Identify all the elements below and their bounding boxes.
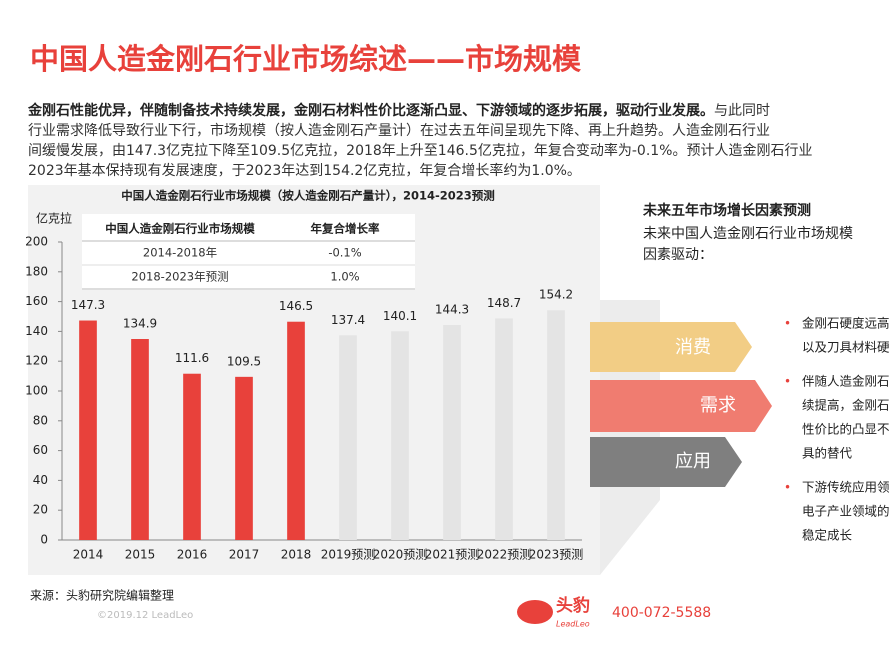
x-tick-label: 2018 (281, 548, 312, 562)
y-tick-label: 80 (33, 413, 48, 427)
data-label: 111.6 (175, 351, 209, 365)
bullet-text: 稳定成长 (802, 528, 853, 543)
paragraph-line: 金刚石性能优异，伴随制备技术持续发展，金刚石材料性价比逐渐凸显、下游领域的逐步拓… (28, 100, 895, 120)
bar (495, 318, 513, 540)
y-tick-label: 40 (33, 473, 48, 487)
bullet-text: 以及刀具材料硬 (802, 340, 890, 355)
x-tick-label: 2014 (73, 548, 104, 562)
source: 来源：头豹研究院编辑整理 (30, 588, 174, 603)
data-label: 154.2 (539, 288, 573, 302)
table-header: 年复合增长率 (311, 222, 380, 236)
table-cell: -0.1% (328, 246, 361, 260)
bullet-text: 金刚石硬度远高 (802, 316, 890, 331)
x-tick-label: 2015 (125, 548, 156, 562)
y-tick-label: 180 (25, 264, 48, 278)
bullet-text: 下游传统应用领 (802, 480, 890, 495)
table-cell: 2014-2018年 (143, 246, 217, 260)
factors-title: 未来五年市场增长因素预测 (643, 202, 811, 219)
paragraph-line: 2023年基本保持现有发展速度，于2023年达到154.2亿克拉，年复合增长率约… (28, 163, 581, 179)
y-tick-label: 60 (33, 443, 48, 457)
y-tick-label: 120 (25, 354, 48, 368)
inset-bg (82, 214, 415, 290)
y-tick-label: 0 (40, 533, 48, 547)
bullet: • (784, 317, 791, 331)
y-tick-label: 160 (25, 294, 48, 308)
bullet-text: 伴随人造金刚石 (802, 374, 890, 389)
data-label: 137.4 (331, 313, 365, 327)
bullet-text: 电子产业领域的 (802, 504, 890, 519)
x-tick-label: 2019预测 (321, 548, 376, 562)
data-label: 147.3 (71, 298, 105, 312)
table-cell: 1.0% (330, 270, 359, 284)
phone: 400-072-5588 (612, 605, 711, 621)
paragraph-text: 与此同时 (714, 103, 770, 119)
x-tick-label: 2016 (177, 548, 208, 562)
bullet-text: 性价比的凸显不 (802, 422, 890, 437)
bar (131, 338, 149, 540)
x-tick-label: 2023预测 (529, 548, 584, 562)
logo-sub: LeadLeo (556, 620, 590, 629)
data-label: 134.9 (123, 316, 157, 330)
table-header: 中国人造金刚石行业市场规模 (105, 222, 255, 236)
bar (183, 373, 201, 540)
y-tick-label: 200 (25, 235, 48, 249)
x-tick-label: 2021预测 (425, 548, 480, 562)
paragraph-line: 间缓慢发展，由147.3亿克拉下降至109.5亿克拉，2018年上升至146.5… (28, 143, 813, 159)
bar (339, 335, 357, 540)
bar (79, 320, 97, 540)
bar (391, 331, 409, 540)
arrow (590, 437, 742, 487)
logo-icon (517, 600, 553, 624)
y-tick-label: 100 (25, 384, 48, 398)
data-label: 146.5 (279, 299, 313, 313)
data-label: 140.1 (383, 309, 417, 323)
bullet-text: 具的替代 (802, 446, 853, 461)
bullet-text: 续提高，金刚石 (802, 398, 890, 413)
x-tick-label: 2022预测 (477, 548, 532, 562)
chart-title: 中国人造金刚石行业市场规模（按人造金刚石产量计），2014-2023预测 (121, 189, 495, 203)
bar (443, 324, 461, 540)
factors-intro: 因素驱动： (643, 247, 713, 263)
table-cell: 2018-2023年预测 (131, 270, 228, 284)
y-axis-label: 亿克拉 (36, 211, 72, 226)
x-tick-label: 2017 (229, 548, 260, 562)
bar (287, 321, 305, 540)
arrow-label: 应用 (675, 451, 711, 472)
logo: 头豹 (556, 595, 590, 616)
factors-intro: 未来中国人造金刚石行业市场规模 (643, 225, 853, 242)
y-tick-label: 20 (33, 503, 48, 517)
arrow (590, 380, 772, 432)
copyright: ©2019.12 LeadLeo (97, 610, 193, 621)
data-label: 148.7 (487, 296, 521, 310)
paragraph-lead: 金刚石性能优异，伴随制备技术持续发展，金刚石材料性价比逐渐凸显、下游领域的逐步拓… (28, 103, 714, 119)
x-tick-label: 2020预测 (373, 548, 428, 562)
data-label: 109.5 (227, 354, 261, 368)
y-tick-label: 140 (25, 324, 48, 338)
bar (235, 376, 253, 540)
arrow-label: 需求 (700, 395, 736, 416)
arrow (590, 322, 752, 372)
bullet: • (784, 375, 791, 389)
inset-table: 中国人造金刚石行业市场规模 年复合增长率 2014-2018年 -0.1% 20… (82, 214, 415, 290)
bar (547, 310, 565, 540)
bullet: • (784, 481, 791, 495)
arrow-label: 消费 (675, 337, 711, 358)
data-label: 144.3 (435, 302, 469, 316)
page-title: 中国人造金刚石行业市场综述——市场规模 (30, 42, 582, 76)
paragraph-line: 行业需求降低导致行业下行，市场规模（按人造金刚石产量计）在过去五年间呈现先下降、… (28, 123, 770, 139)
